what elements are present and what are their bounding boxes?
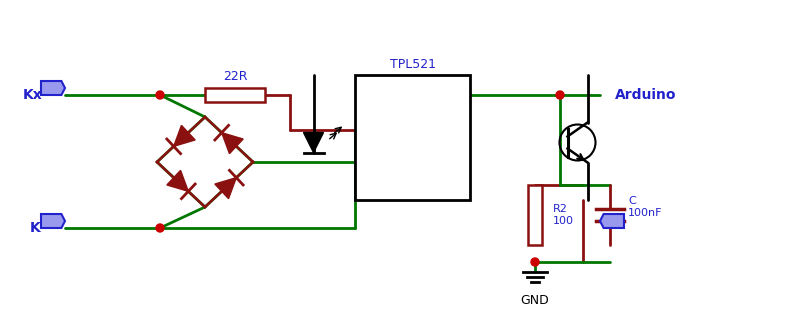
Circle shape xyxy=(556,91,564,99)
Polygon shape xyxy=(222,133,243,154)
Circle shape xyxy=(156,224,164,232)
Text: R2
100: R2 100 xyxy=(553,204,574,226)
Circle shape xyxy=(531,258,539,266)
Polygon shape xyxy=(174,125,195,146)
Polygon shape xyxy=(303,132,323,153)
Bar xyxy=(205,88,265,102)
Polygon shape xyxy=(600,214,624,228)
Polygon shape xyxy=(41,214,65,228)
Text: GND: GND xyxy=(521,294,550,307)
Polygon shape xyxy=(215,178,236,199)
Text: Arduino: Arduino xyxy=(615,88,677,102)
Polygon shape xyxy=(167,170,188,191)
Text: 22R: 22R xyxy=(222,70,247,83)
Bar xyxy=(355,75,470,200)
Polygon shape xyxy=(41,81,65,95)
Text: C
100nF: C 100nF xyxy=(628,196,662,218)
Text: TPL521: TPL521 xyxy=(390,58,435,71)
Circle shape xyxy=(156,91,164,99)
Bar xyxy=(528,185,542,245)
Text: Kx: Kx xyxy=(23,88,43,102)
Text: K: K xyxy=(30,221,40,235)
